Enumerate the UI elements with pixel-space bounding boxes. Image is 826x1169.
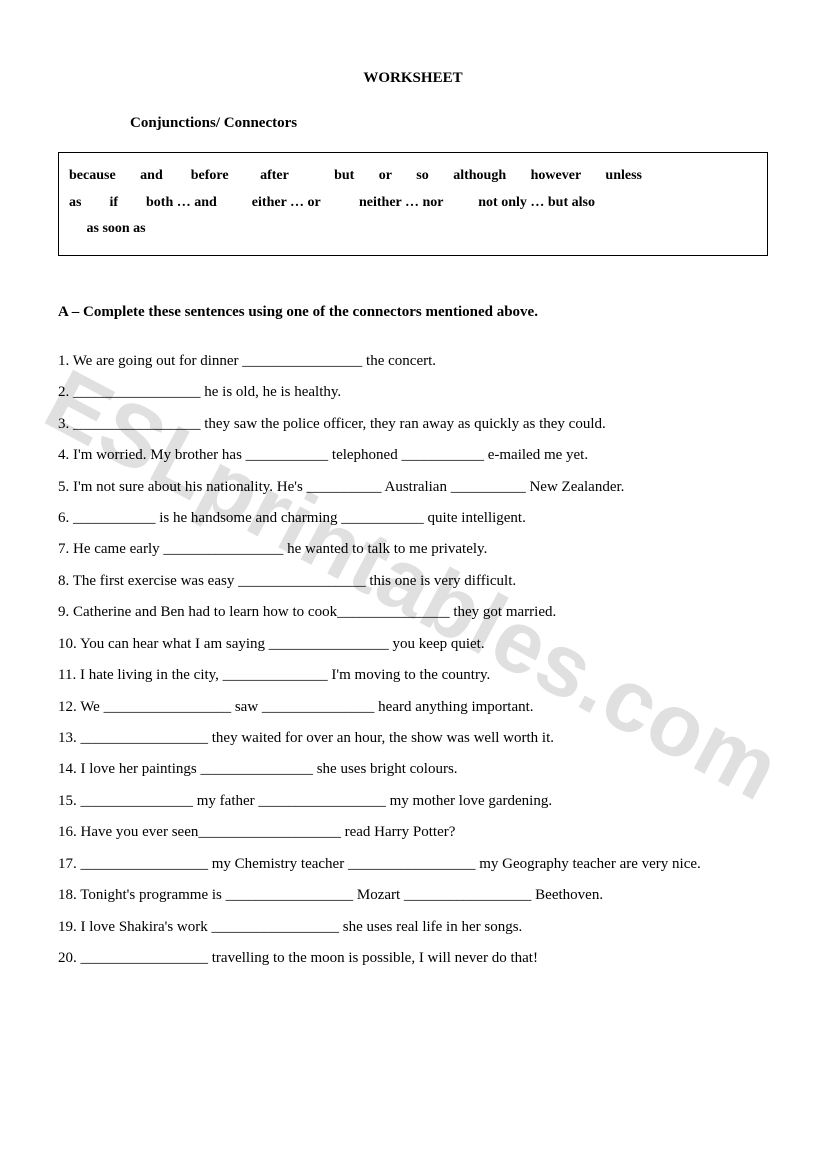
question-item: 13. _________________ they waited for ov… <box>58 728 768 748</box>
word-bank-row-2: as if both … and either … or neither … n… <box>69 190 757 217</box>
question-item: 16. Have you ever seen__________________… <box>58 822 768 842</box>
question-item: 12. We _________________ saw ___________… <box>58 697 768 717</box>
question-item: 18. Tonight's programme is _____________… <box>58 885 768 905</box>
question-list: 1. We are going out for dinner _________… <box>58 351 768 969</box>
question-item: 4. I'm worried. My brother has _________… <box>58 445 768 465</box>
question-item: 20. _________________ travelling to the … <box>58 948 768 968</box>
section-a-instruction: A – Complete these sentences using one o… <box>58 304 768 321</box>
question-item: 8. The first exercise was easy _________… <box>58 571 768 591</box>
question-item: 6. ___________ is he handsome and charmi… <box>58 508 768 528</box>
question-item: 9. Catherine and Ben had to learn how to… <box>58 602 768 622</box>
word-bank-row-3: as soon as <box>69 216 757 243</box>
question-item: 19. I love Shakira's work ______________… <box>58 917 768 937</box>
question-item: 2. _________________ he is old, he is he… <box>58 382 768 402</box>
question-item: 17. _________________ my Chemistry teach… <box>58 854 768 874</box>
word-bank-row-1: because and before after but or so altho… <box>69 163 757 190</box>
page-title: WORKSHEET <box>58 70 768 87</box>
question-item: 5. I'm not sure about his nationality. H… <box>58 477 768 497</box>
word-bank-box: because and before after but or so altho… <box>58 152 768 256</box>
question-item: 15. _______________ my father __________… <box>58 791 768 811</box>
question-item: 10. You can hear what I am saying ______… <box>58 634 768 654</box>
question-item: 11. I hate living in the city, _________… <box>58 665 768 685</box>
question-item: 7. He came early ________________ he wan… <box>58 539 768 559</box>
question-item: 1. We are going out for dinner _________… <box>58 351 768 371</box>
subtitle: Conjunctions/ Connectors <box>130 115 768 132</box>
question-item: 14. I love her paintings _______________… <box>58 759 768 779</box>
question-item: 3. _________________ they saw the police… <box>58 414 768 434</box>
